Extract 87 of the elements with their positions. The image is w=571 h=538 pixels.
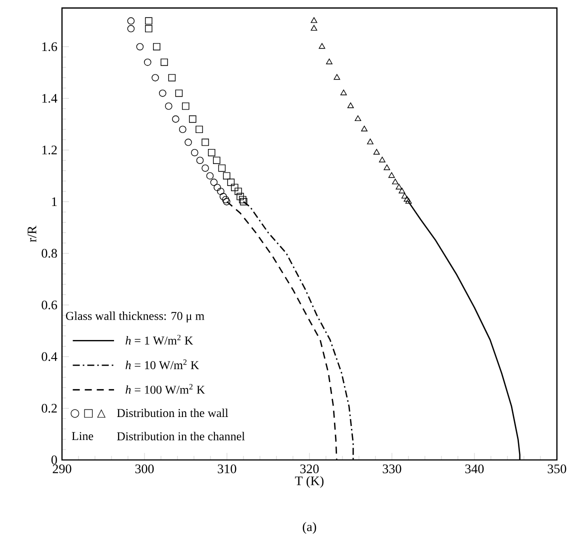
point	[196, 156, 204, 164]
point	[182, 102, 190, 110]
point	[236, 192, 244, 200]
point	[310, 24, 318, 31]
x-tick-label: 320	[300, 464, 319, 474]
point	[238, 196, 246, 204]
point	[240, 198, 248, 206]
point	[214, 184, 221, 192]
point	[179, 126, 186, 133]
point	[340, 90, 347, 96]
point	[310, 17, 318, 23]
point	[218, 164, 226, 172]
point	[401, 192, 408, 198]
point	[361, 126, 368, 132]
x-tick-label: 310	[218, 464, 236, 474]
point	[168, 74, 176, 82]
point	[153, 43, 160, 50]
point	[213, 156, 220, 164]
point	[184, 138, 192, 146]
point	[222, 198, 230, 206]
point	[384, 164, 390, 170]
point	[404, 196, 410, 202]
point	[222, 172, 230, 180]
x-tick-label: 300	[135, 464, 154, 474]
x-tick-label: 340	[465, 464, 484, 474]
point	[202, 138, 209, 146]
point	[354, 115, 362, 121]
point	[190, 148, 198, 156]
x-axis-title: T (K)	[295, 476, 324, 488]
point	[172, 115, 180, 123]
legend-title: Glass wall thickness: 70 μ m	[66, 311, 204, 322]
y-tick-label: 0.4	[42, 352, 58, 361]
x-tick-label: 330	[382, 464, 402, 474]
point	[334, 74, 340, 80]
legend-label: h = 1 W/m$^{2}$ K	[126, 334, 194, 345]
point	[392, 178, 398, 184]
point	[220, 192, 227, 200]
x-tick-label: 350	[548, 464, 566, 474]
y-tick-label: 1	[52, 197, 57, 206]
text: (a)	[302, 522, 316, 534]
point	[189, 115, 196, 123]
point	[175, 90, 183, 97]
point	[227, 178, 235, 186]
legend-label: h = 100 W/m$^{2}$ K	[126, 384, 206, 394]
point	[396, 184, 402, 190]
point	[165, 102, 172, 110]
point	[388, 172, 395, 178]
annotation: Line	[72, 432, 94, 440]
point	[208, 148, 216, 156]
y-tick-label: 0.8	[42, 248, 57, 258]
y-tick-label: 0.2	[42, 404, 57, 413]
point	[326, 58, 332, 64]
y-tick-label: 1.2	[42, 146, 57, 154]
point	[234, 188, 242, 195]
point	[210, 178, 218, 186]
point	[347, 102, 354, 108]
point	[127, 24, 135, 32]
point	[152, 74, 159, 82]
y-tick-label: 0.6	[42, 300, 58, 310]
point	[144, 58, 152, 66]
point	[136, 43, 144, 50]
annotation: Distribution in the channel	[117, 432, 245, 440]
point	[230, 184, 238, 192]
point	[398, 188, 406, 194]
point	[202, 164, 209, 172]
point	[196, 126, 203, 133]
annotation: ○ □ △	[70, 409, 106, 418]
annotation: Distribution in the wall	[117, 408, 228, 417]
point	[222, 196, 230, 204]
point	[127, 17, 135, 24]
x-tick-label: 290	[52, 464, 72, 474]
point	[379, 156, 386, 162]
y-tick-label: 1.6	[42, 42, 58, 52]
point	[373, 148, 380, 155]
y-axis-title: r/R	[28, 226, 36, 242]
y-tick-label: 0	[51, 455, 57, 464]
point	[158, 90, 166, 97]
y-tick-label: 1.4	[42, 94, 58, 103]
point	[217, 188, 224, 195]
point	[367, 138, 374, 144]
point	[206, 172, 214, 180]
point	[318, 43, 326, 49]
legend-label: h = 10 W/m$^{2}$ K	[126, 359, 200, 370]
point	[160, 58, 168, 66]
point	[405, 198, 412, 204]
point	[145, 17, 152, 24]
point	[145, 24, 152, 32]
